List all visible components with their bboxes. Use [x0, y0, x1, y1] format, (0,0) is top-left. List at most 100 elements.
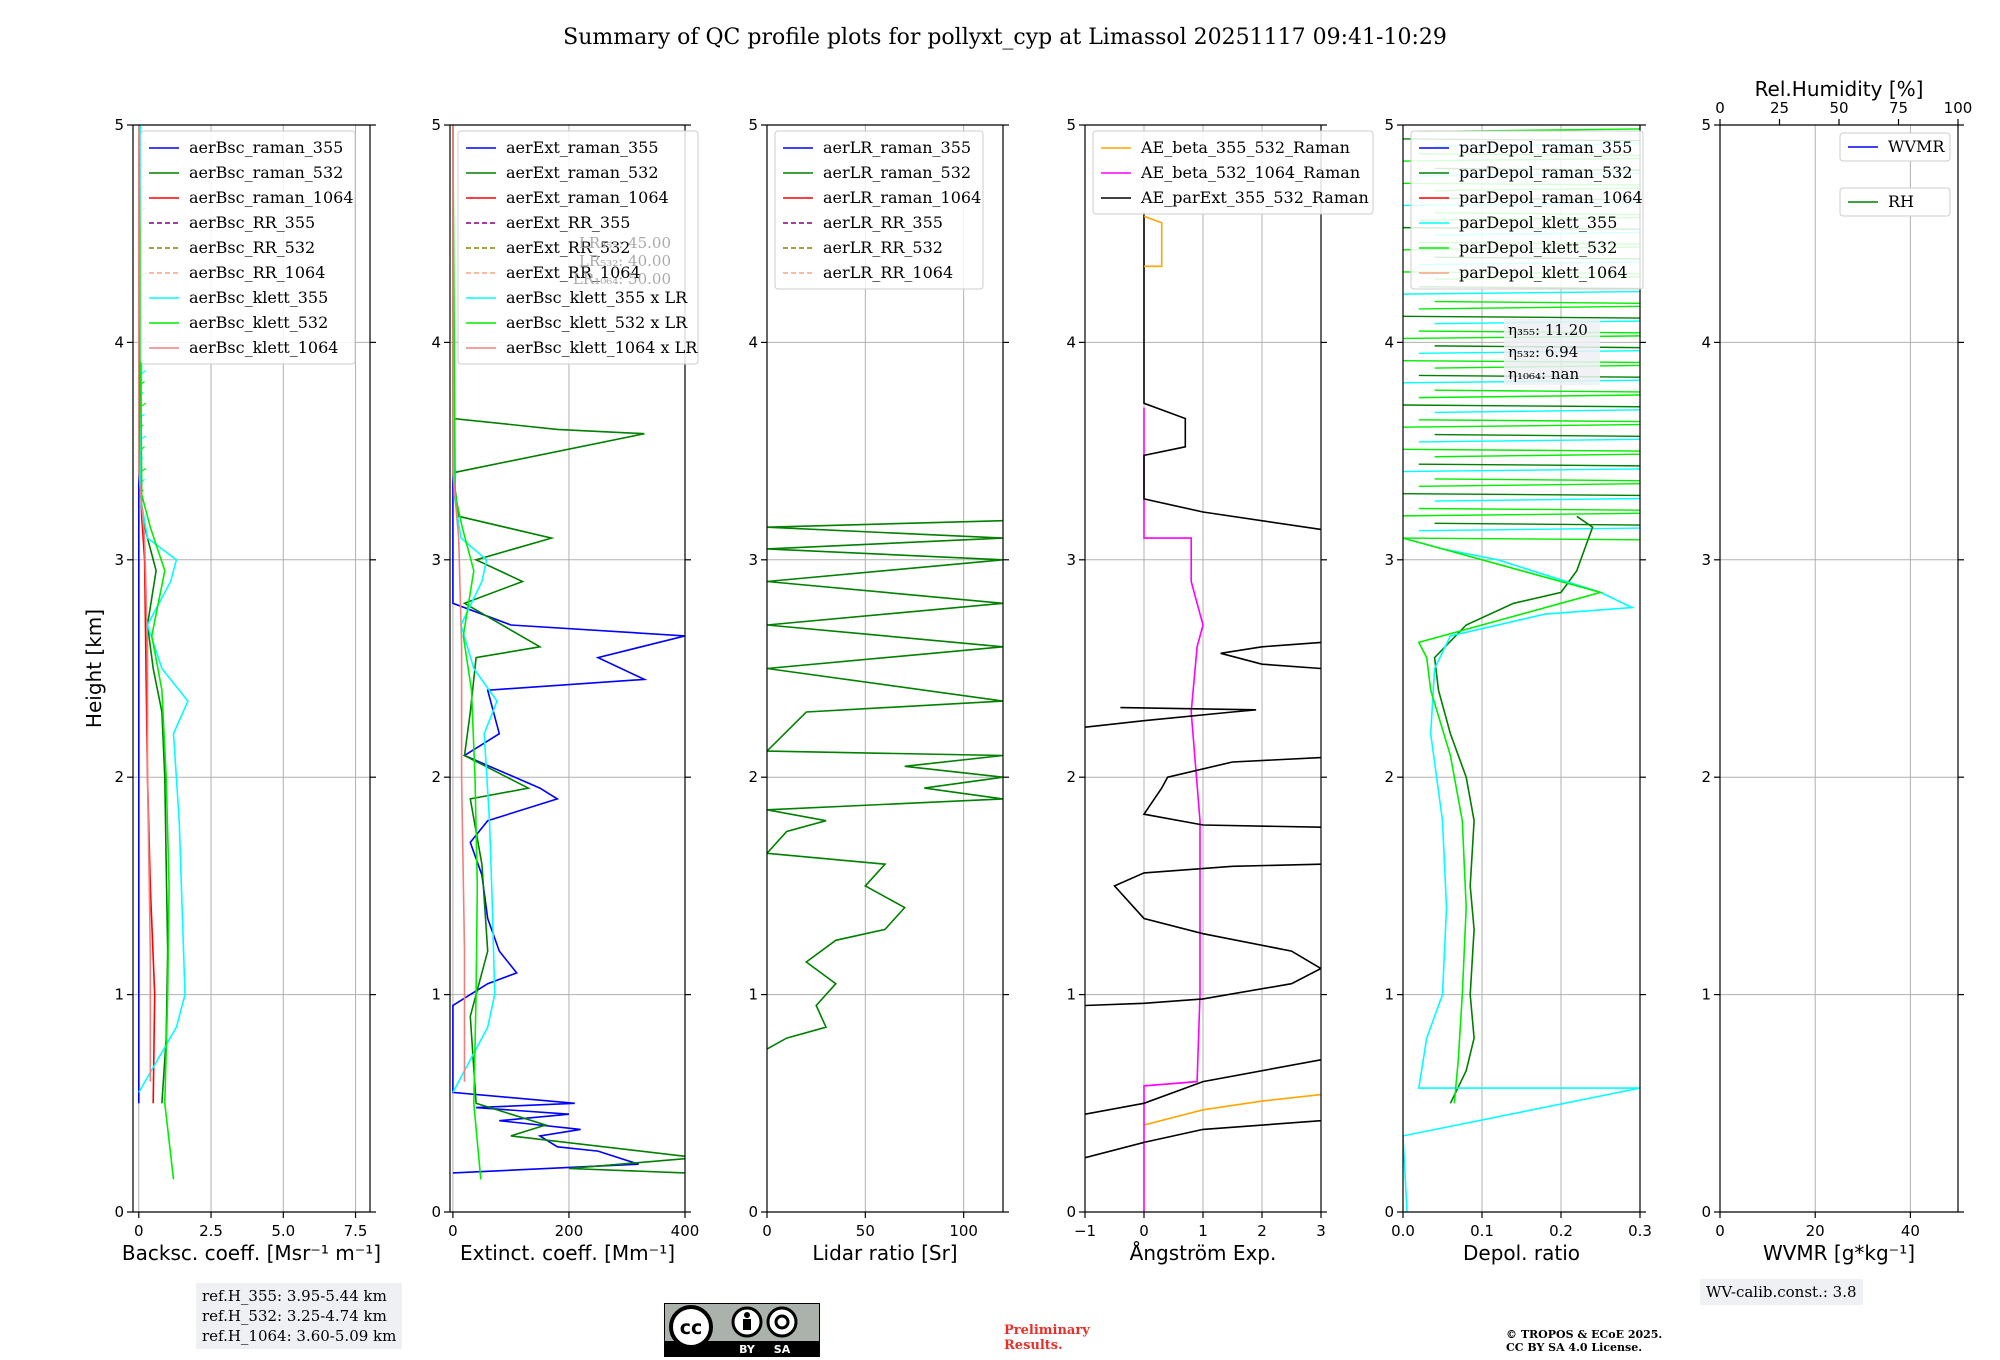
by-person-body [743, 1319, 751, 1330]
legend: aerLR_raman_355 aerLR_raman_532 aerLR_rama… [775, 131, 983, 289]
x-tick-label: 0 [134, 1222, 144, 1240]
by-person-head [744, 1312, 750, 1318]
x-tick-label: 1 [1198, 1222, 1208, 1240]
legend-label: aerBsc_klett_1064 x LR [506, 338, 698, 357]
top-x-tick-label: 25 [1770, 99, 1789, 117]
eta-annotation: η₁₀₆₄: nan [1508, 365, 1579, 383]
series-aerLR_raman_532 [767, 521, 1003, 1049]
y-tick-label: 4 [1384, 333, 1394, 351]
gridlines [1085, 125, 1321, 1212]
noise-segment [1403, 449, 1640, 451]
legend-label: RH [1888, 192, 1914, 211]
noise-segment [1435, 498, 1640, 501]
lr-annotation: LR₅₃₂: 40.00 [579, 252, 671, 270]
x-axis-label: Lidar ratio [Sr] [812, 1241, 957, 1265]
top-x-axis-label: Rel.Humidity [%] [1755, 77, 1924, 101]
x-tick-label: 200 [555, 1222, 584, 1240]
legend-label: parDepol_klett_355 [1459, 213, 1617, 232]
legend-label: aerExt_RR_355 [506, 213, 630, 232]
legend-label: aerLR_raman_532 [823, 163, 971, 182]
noise-segment [1419, 439, 1640, 442]
y-tick-label: 3 [431, 551, 441, 569]
legend-label: aerBsc_RR_532 [189, 238, 315, 257]
panel-extinction: 0 200 400012345Extinct. coeff. [Mm⁻¹]aerEx… [431, 116, 699, 1265]
x-tick-label: 40 [1901, 1222, 1920, 1240]
annotations: η₃₅₅: 11.20η₅₃₂: 6.94η₁₀₆₄: nan [1504, 319, 1600, 385]
eta-annotation: η₅₃₂: 6.94 [1508, 343, 1578, 361]
ref-height-532: ref.H_532: 3.25-4.74 km [202, 1306, 396, 1326]
legend: aerBsc_raman_355aerBsc_raman_532aerBsc_r… [141, 131, 355, 364]
top-x-tick-label: 100 [1944, 99, 1973, 117]
y-tick-label: 5 [1066, 116, 1076, 134]
noise-segment [1403, 425, 1640, 428]
ref-heights-box: ref.H_355: 3.95-5.44 km ref.H_532: 3.25-… [196, 1283, 402, 1349]
noise-segment [1419, 420, 1640, 422]
noise-segment [1435, 523, 1640, 525]
noise-segment [1403, 513, 1640, 516]
legend-label: AE_beta_355_532_Raman [1140, 138, 1350, 157]
legend-label: aerBsc_klett_532 x LR [506, 313, 688, 332]
y-tick-label: 3 [114, 551, 124, 569]
x-tick-label: 3 [1316, 1222, 1326, 1240]
legend-label: aerLR_RR_1064 [823, 263, 953, 282]
legend-label: AE_beta_532_1064_Raman [1140, 163, 1360, 182]
legend-label: aerBsc_RR_1064 [189, 263, 325, 282]
top-x-tick-label: 50 [1829, 99, 1848, 117]
y-tick-label: 3 [1384, 551, 1394, 569]
y-tick-label: 5 [431, 116, 441, 134]
top-x-tick-label: 75 [1889, 99, 1908, 117]
noise-segment [1419, 484, 1640, 487]
x-axis-label: Backsc. coeff. [Msr⁻¹ m⁻¹] [122, 1241, 381, 1265]
by-text: BY [739, 1343, 756, 1356]
x-tick-label: 2.5 [199, 1222, 223, 1240]
panel-depol: 0.0 0.1 0.2 0.3012345Depol. ratioparDepol_r… [1384, 116, 1651, 1265]
y-tick-label: 5 [1384, 116, 1394, 134]
series-parDepol_raman_532 [1435, 516, 1593, 1103]
y-tick-label: 5 [748, 116, 758, 134]
y-tick-label: 3 [1066, 551, 1076, 569]
ref-height-1064: ref.H_1064: 3.60-5.09 km [202, 1326, 396, 1346]
lr-annotation: LR₃₅₅: 45.00 [579, 234, 671, 252]
top-x-tick-label: 0 [1715, 99, 1725, 117]
series-AE_beta_532_1064_Raman [1144, 408, 1203, 1212]
y-tick-label: 4 [1066, 333, 1076, 351]
y-tick-label: 1 [431, 986, 441, 1004]
y-tick-label: 2 [1384, 768, 1394, 786]
noise-segment [1435, 435, 1640, 437]
noise-segment [1435, 410, 1640, 413]
y-tick-label: 4 [1701, 333, 1711, 351]
noise-segment [1435, 454, 1640, 457]
noise-segment [1435, 479, 1640, 481]
noise-segment [1435, 390, 1640, 392]
noise-segment [1403, 494, 1640, 496]
legend-label: parDepol_klett_1064 [1459, 263, 1628, 282]
noise-segment [1403, 538, 1640, 540]
x-tick-label: 0.1 [1470, 1222, 1494, 1240]
noise-segment [1403, 292, 1640, 295]
copyright-note: © TROPOS & ECoE 2025. CC BY SA 4.0 Licen… [1506, 1328, 1662, 1354]
sa-icon [768, 1308, 796, 1336]
y-tick-label: 4 [431, 333, 441, 351]
noise-segment [1419, 395, 1640, 398]
preliminary-line-2: Results. [1004, 1338, 1090, 1353]
legend-label: aerBsc_klett_355 [189, 288, 328, 307]
legend-label: aerLR_raman_355 [823, 138, 971, 157]
noise-segment [1403, 469, 1640, 472]
figure-title: Summary of QC profile plots for pollyxt_… [563, 25, 1447, 50]
y-tick-label: 0 [1701, 1203, 1711, 1221]
x-tick-label: 20 [1806, 1222, 1825, 1240]
legend-label: parDepol_klett_532 [1459, 238, 1617, 257]
legend: parDepol_raman_355parDepol_raman_532parD… [1411, 131, 1643, 289]
x-axis-label: Extinct. coeff. [Mm⁻¹] [460, 1241, 675, 1265]
y-tick-label: 4 [114, 333, 124, 351]
y-tick-label: 3 [1701, 551, 1711, 569]
legend-label: aerLR_RR_532 [823, 238, 943, 257]
y-tick-label: 1 [1066, 986, 1076, 1004]
noise-segment [1419, 508, 1640, 510]
cc-license-badge: cc BY SA [664, 1303, 820, 1357]
noise-segment [1403, 316, 1640, 318]
x-tick-label: 0 [1139, 1222, 1149, 1240]
y-tick-label: 0 [1384, 1203, 1394, 1221]
y-tick-label: 1 [1384, 986, 1394, 1004]
y-tick-label: 2 [114, 768, 124, 786]
